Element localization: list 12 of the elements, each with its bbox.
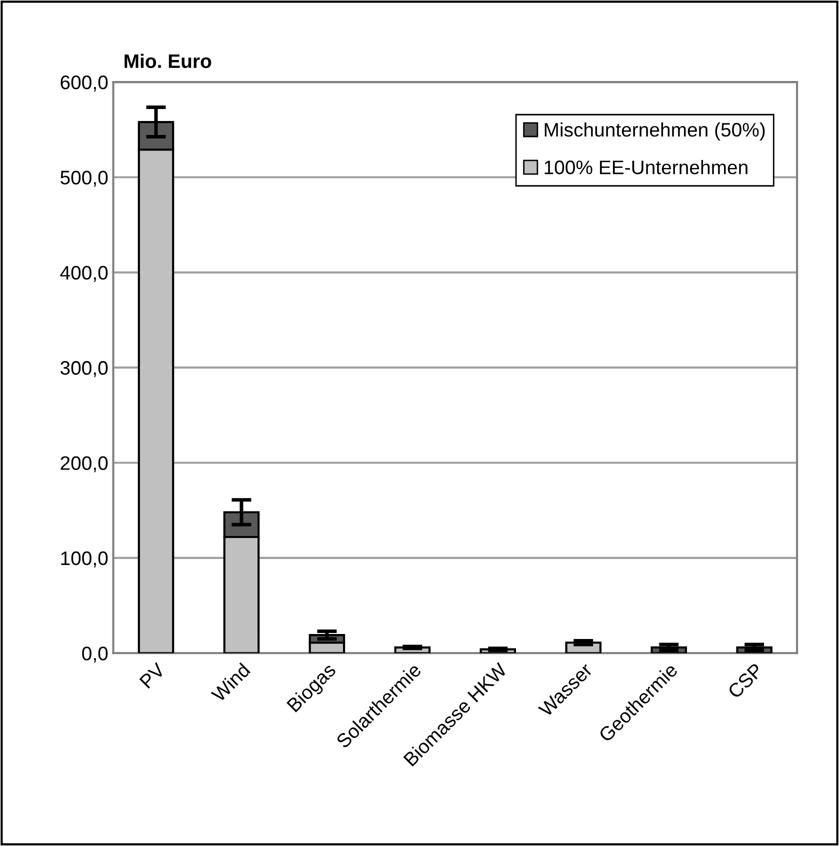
y-tick-label: 400,0 [60, 266, 108, 282]
y-tick-label: 200,0 [60, 456, 108, 472]
x-tick-label: CSP [727, 662, 764, 700]
y-axis-title: Mio. Euro [124, 54, 212, 68]
y-tick-label: 600,0 [60, 76, 108, 92]
y-tick-label: 0,0 [82, 646, 108, 663]
y-tick-label: 500,0 [60, 170, 108, 187]
x-tick-label: PV [139, 662, 166, 689]
legend-label: 100% EE-Unternehmen [544, 160, 748, 174]
legend-label: Mischunternehmen (50%) [544, 122, 765, 141]
y-tick-label: 100,0 [61, 551, 108, 568]
y-tick-label: 300,0 [60, 361, 108, 378]
